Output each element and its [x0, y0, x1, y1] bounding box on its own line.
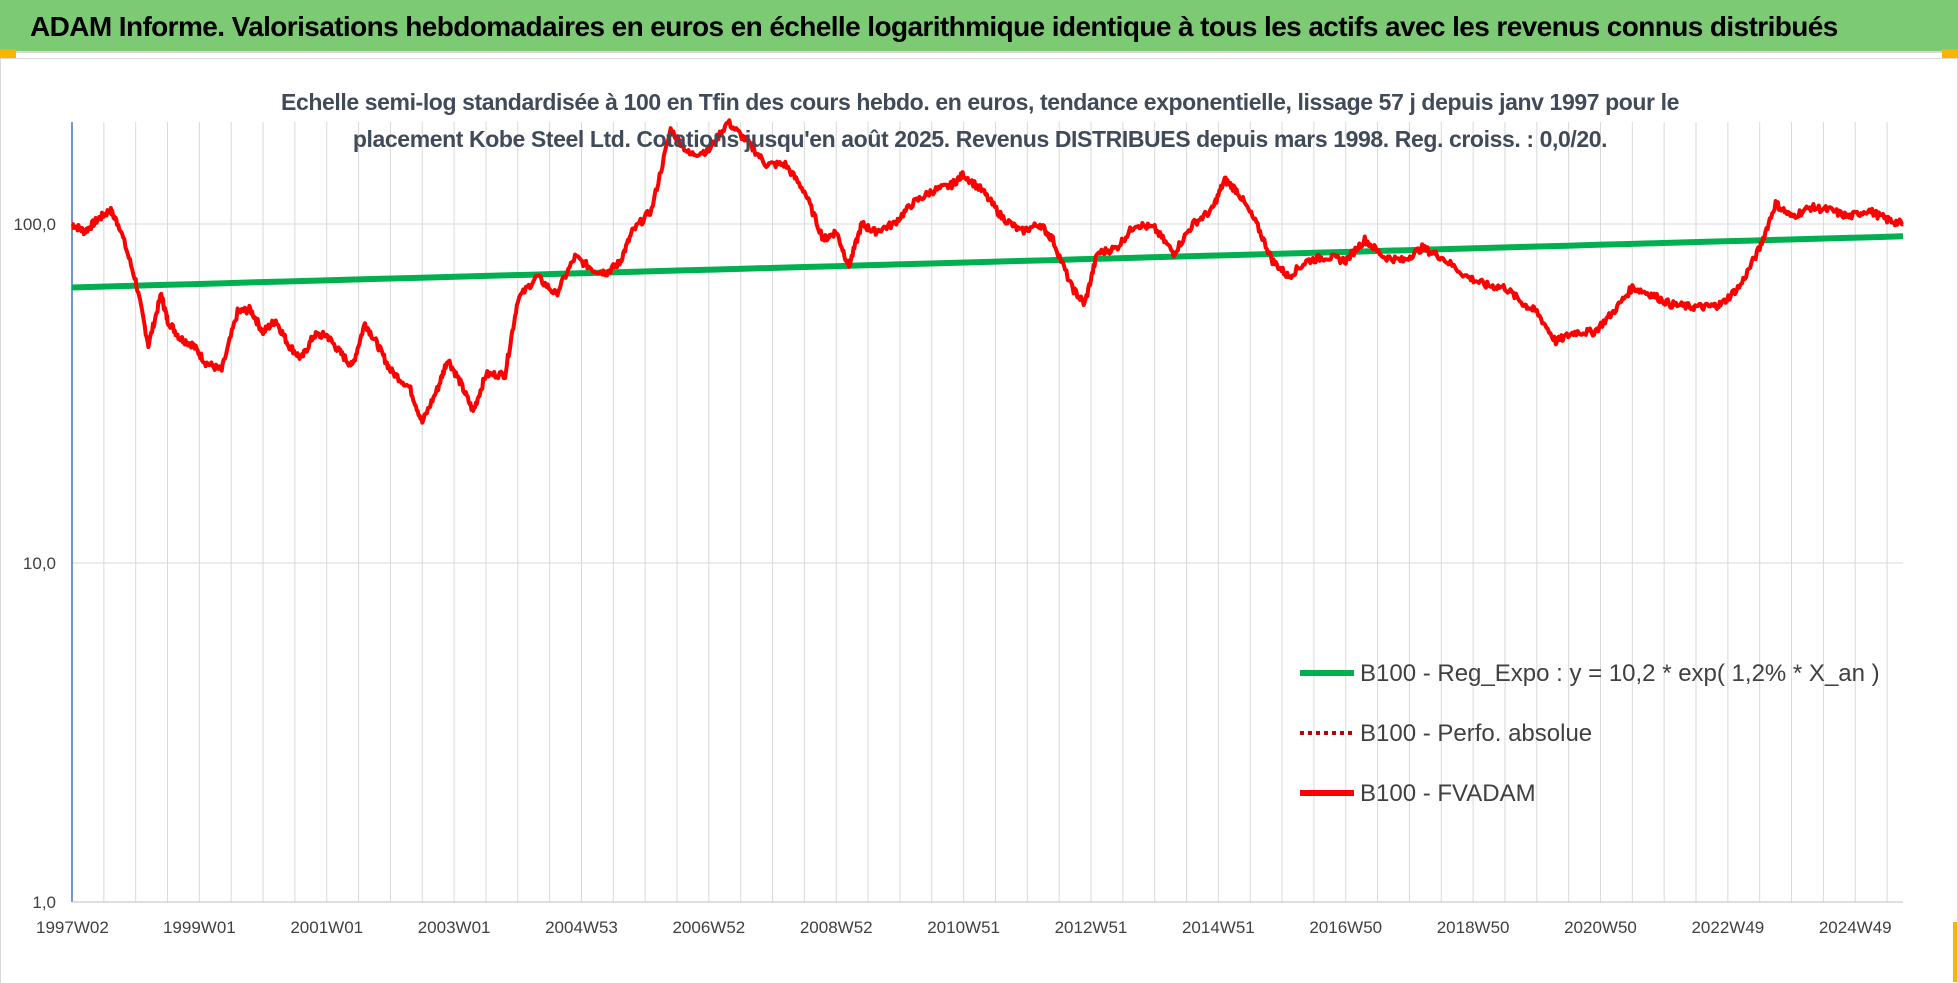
y-tick-label: 1,0: [32, 893, 56, 912]
header-title: ADAM Informe. Valorisations hebdomadaire…: [30, 11, 1838, 42]
grid: [71, 122, 1903, 903]
legend-label: B100 - Perfo. absolue: [1360, 720, 1592, 747]
series-reg-expo-line: [71, 233, 1904, 291]
x-tick-label: 2003W01: [418, 918, 491, 937]
series-fvadam-line: [70, 118, 1904, 425]
x-tick-label: 2008W52: [800, 918, 873, 937]
legend: B100 - Reg_Expo : y = 10,2 * exp( 1,2% *…: [1300, 660, 1880, 807]
x-tick-label: 2006W52: [672, 918, 745, 937]
corner-mark-top-right: [1942, 49, 1958, 58]
x-tick-label: 2016W50: [1309, 918, 1382, 937]
y-tick-label: 100,0: [13, 215, 56, 234]
x-tick-label: 2001W01: [290, 918, 363, 937]
header-bar: ADAM Informe. Valorisations hebdomadaire…: [0, 0, 1958, 53]
x-tick-label: 2018W50: [1437, 918, 1510, 937]
series: [70, 118, 1904, 425]
x-tick-label: 2020W50: [1564, 918, 1637, 937]
corner-mark-top-left: [0, 49, 16, 58]
x-tick-label: 2004W53: [545, 918, 618, 937]
x-tick-label: 1997W02: [36, 918, 109, 937]
legend-label: B100 - FVADAM: [1360, 780, 1536, 807]
x-tick-label: 2022W49: [1691, 918, 1764, 937]
axes: 1,0 10,0 100,0 1997W02 1999W01 2001W01 2003W01…: [13, 122, 1903, 937]
chart-title-line-2: placement Kobe Steel Ltd. Cotations jusq…: [352, 126, 1608, 152]
y-tick-label: 10,0: [23, 554, 56, 573]
corner-mark-bottom-right: [1953, 922, 1958, 982]
x-tick-label: 2010W51: [927, 918, 1000, 937]
x-tick-label: 1999W01: [163, 918, 236, 937]
chart-title-line-1: Echelle semi-log standardisée à 100 en T…: [281, 89, 1679, 115]
x-tick-label: 2024W49: [1819, 918, 1892, 937]
x-tick-label: 2012W51: [1055, 918, 1128, 937]
x-tick-label: 2014W51: [1182, 918, 1255, 937]
legend-label: B100 - Reg_Expo : y = 10,2 * exp( 1,2% *…: [1360, 660, 1880, 687]
